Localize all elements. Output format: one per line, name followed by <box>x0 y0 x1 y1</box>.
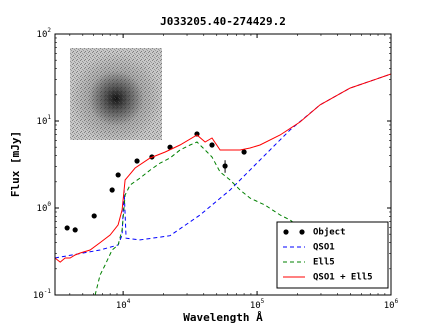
y-tick-label: 10-1 <box>33 288 51 301</box>
y-tick-label: 100 <box>37 201 52 214</box>
legend-label: Ell5 <box>313 258 335 268</box>
series-line <box>55 73 391 263</box>
data-point <box>64 225 70 231</box>
plot-data <box>55 73 391 295</box>
data-point <box>134 158 140 164</box>
legend-label: QSO1 + Ell5 <box>313 273 373 283</box>
x-axis-label: Wavelength Å <box>183 311 263 324</box>
x-tick-label: 106 <box>384 298 399 311</box>
legend-label: QSO1 <box>313 243 335 253</box>
x-tick-label: 104 <box>116 298 131 311</box>
legend-marker <box>283 229 289 235</box>
chart-title: J033205.40-274429.2 <box>160 15 286 28</box>
data-point <box>209 142 215 148</box>
legend: Object QSO1 Ell5 QSO1 + Ell5 <box>276 221 389 289</box>
y-axis-label: Flux [mJy] <box>9 131 22 197</box>
data-point <box>115 172 121 178</box>
data-point <box>241 149 247 155</box>
cutout-image <box>70 48 162 140</box>
data-point <box>222 163 228 169</box>
data-point <box>72 227 78 233</box>
y-tick-label: 101 <box>37 114 52 127</box>
legend-label: Object <box>313 227 346 238</box>
x-tick-label: 105 <box>250 298 265 311</box>
legend-marker <box>299 229 305 235</box>
data-point <box>109 187 115 193</box>
data-point <box>167 144 173 150</box>
y-tick-label: 102 <box>37 27 52 40</box>
data-point <box>91 213 97 219</box>
series-line <box>94 141 311 295</box>
plot-frame <box>54 33 392 296</box>
